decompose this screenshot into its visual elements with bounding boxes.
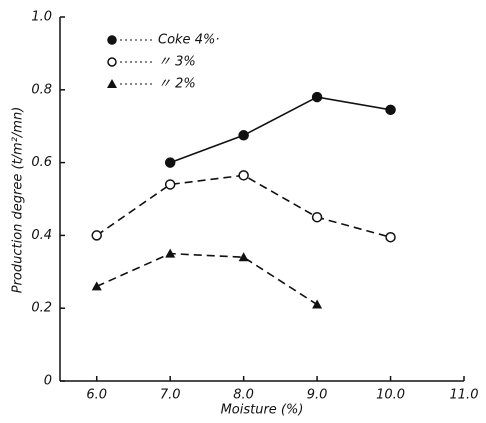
legend-marker [107,35,117,45]
y-axis-label: Production degree (t/m²/mn) [11,107,26,294]
point [312,299,323,309]
legend-label: 〃 3% [158,55,196,70]
y-tick-label: 0.8 [31,82,52,97]
point [385,231,396,243]
series-line [96,174,391,238]
x-tick-label: 7.0 [160,388,181,403]
legend-marker [107,79,117,88]
point [238,130,249,141]
point [311,211,323,223]
x-tick-label: 6.0 [86,388,107,403]
x-tick-label: 11.0 [450,388,479,403]
point [91,230,102,241]
y-tick-label: 0.2 [31,301,52,316]
legend-label: Coke 4%· [158,33,219,48]
x-tick-label: 9.0 [307,388,328,403]
y-tick-label: 0.6 [31,155,52,170]
y-tick-label: 0 [44,374,52,389]
y-tick-label: 1.0 [31,10,52,25]
x-axis-label: Moisture (%) [221,403,304,418]
legend-marker [107,57,117,67]
point [238,252,249,262]
point [164,157,176,168]
point [164,179,176,190]
series-line [169,96,391,164]
series-line [96,252,318,306]
x-tick-label: 10.0 [376,388,405,403]
x-tick-label: 8.0 [233,388,254,403]
legend-label: 〃 2% [158,77,196,92]
point [91,281,102,291]
point [311,91,323,103]
y-tick-label: 0.4 [31,228,52,243]
point [238,170,249,181]
point [165,248,176,258]
point [385,104,396,116]
